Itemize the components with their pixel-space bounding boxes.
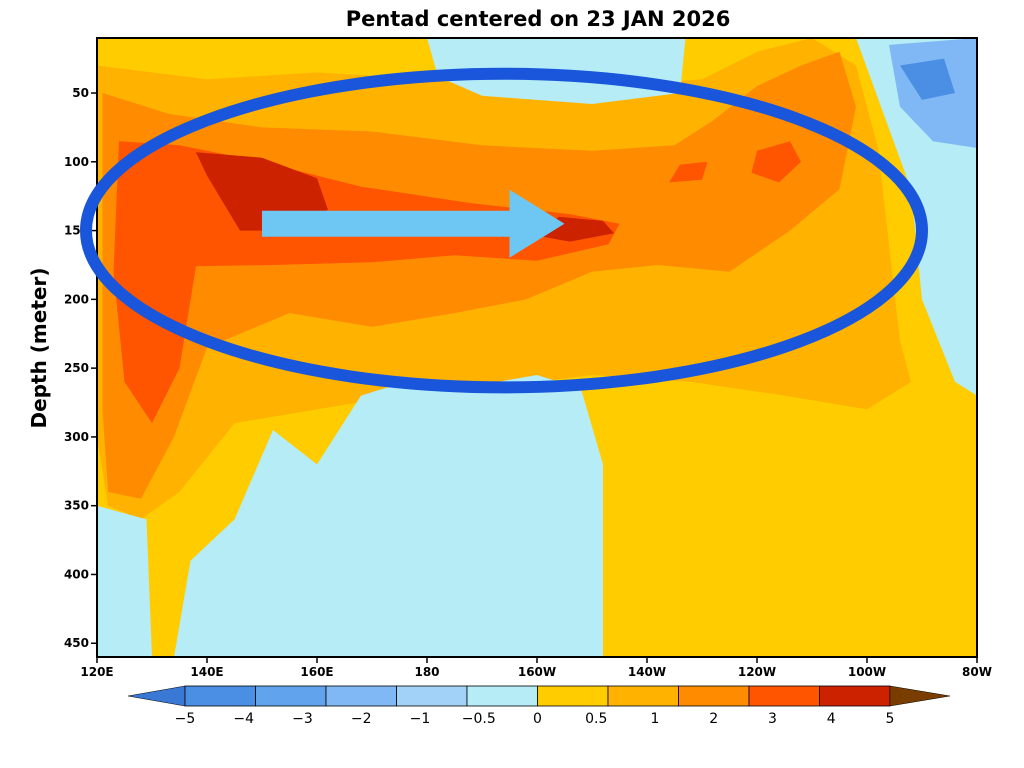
colorbar-segment <box>748 685 820 707</box>
x-axis-ticks: 120E 140E 160E 180 160W 140W 120W 100W 80W <box>80 657 992 679</box>
y-tick-label: 350 <box>64 499 89 513</box>
heatmap-regions <box>97 38 977 657</box>
y-tick-label: 450 <box>64 636 89 650</box>
colorbar-label: −5 <box>175 711 196 727</box>
colorbar-label: 4 <box>827 711 836 727</box>
x-tick-label: 80W <box>962 665 992 679</box>
colorbar-label: −3 <box>292 711 313 727</box>
colorbar-label: −1 <box>410 711 431 727</box>
colorbar-segment <box>607 685 679 707</box>
chart-title: Pentad centered on 23 JAN 2026 <box>346 7 731 31</box>
y-tick-label: 50 <box>72 86 89 100</box>
colorbar-segment <box>396 685 468 707</box>
y-tick-label: 400 <box>64 567 89 581</box>
x-tick-label: 180 <box>414 665 439 679</box>
plot-area: 120E 140E 160E 180 160W 140W 120W 100W 80W 50 100… <box>64 37 992 679</box>
heatmap-region-5 <box>751 141 801 183</box>
colorbar-segment <box>325 685 397 707</box>
colorbar-label: −2 <box>351 711 372 727</box>
colorbar-segment <box>255 685 327 707</box>
colorbar-label: 3 <box>768 711 777 727</box>
x-tick-label: 100W <box>848 665 886 679</box>
colorbar: −5 −4 −3 −2 −1 −0.5 0 0.5 1 2 3 4 5 <box>127 685 951 727</box>
x-tick-label: 120W <box>738 665 776 679</box>
y-tick-label: 300 <box>64 430 89 444</box>
y-tick-label: 100 <box>64 155 89 169</box>
y-tick-label: 250 <box>64 361 89 375</box>
heatmap-region-12 <box>900 58 955 100</box>
y-tick-label: 200 <box>64 292 89 306</box>
heatmap-region-6 <box>669 161 708 183</box>
colorbar-label: 1 <box>651 711 660 727</box>
x-tick-label: 140E <box>190 665 223 679</box>
colorbar-segment <box>537 685 609 707</box>
colorbar-label: 0 <box>533 711 542 727</box>
colorbar-label: −0.5 <box>462 711 496 727</box>
y-axis-label: Depth (meter) <box>27 268 51 429</box>
colorbar-label: 5 <box>886 711 895 727</box>
colorbar-label: −4 <box>233 711 254 727</box>
colorbar-segment <box>678 685 750 707</box>
heatmap-region-1 <box>102 51 856 499</box>
heatmap-region-10 <box>97 505 152 657</box>
colorbar-segment <box>466 685 538 707</box>
colorbar-label: 2 <box>709 711 718 727</box>
colorbar-segment <box>819 685 891 707</box>
heatmap-region-9 <box>174 375 603 657</box>
highlight-ellipse <box>80 67 928 394</box>
x-tick-label: 160E <box>300 665 333 679</box>
highlight-arrow <box>262 189 565 258</box>
x-tick-label: 140W <box>628 665 666 679</box>
x-tick-label: 160W <box>518 665 556 679</box>
colorbar-label: 0.5 <box>585 711 607 727</box>
colorbar-segment <box>184 685 256 707</box>
x-tick-label: 120E <box>80 665 113 679</box>
colorbar-min-extend <box>127 685 186 707</box>
annotations <box>80 67 928 394</box>
colorbar-max-extend <box>889 685 951 707</box>
